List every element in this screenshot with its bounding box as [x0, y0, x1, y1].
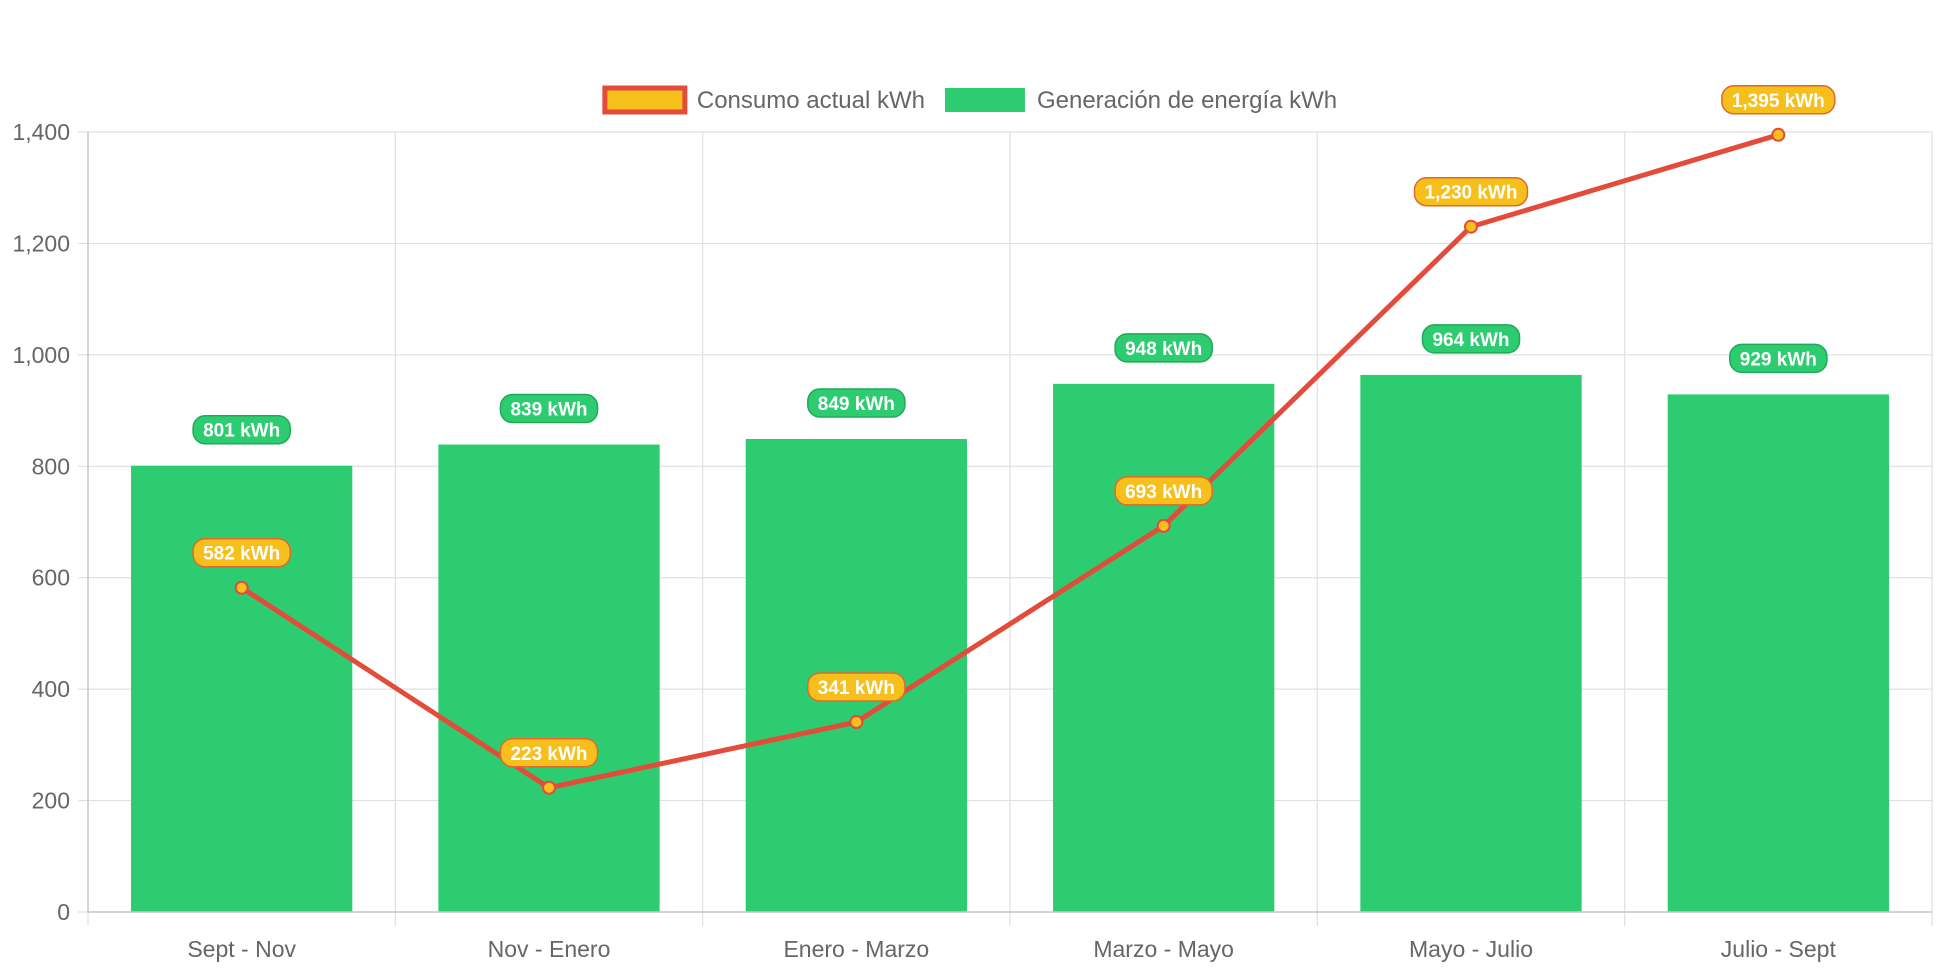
legend-swatch	[944, 88, 1025, 112]
y-tick-label: 0	[57, 899, 70, 925]
consumption-data-label-bg	[192, 537, 291, 568]
generation-bar	[438, 444, 660, 912]
grid	[87, 131, 1933, 926]
consumption-data-label: 341 kWh	[807, 672, 906, 702]
generation-data-label: 929 kWh	[1729, 343, 1828, 374]
y-tick-label: 800	[32, 453, 70, 479]
y-tick-label: 1,200	[12, 230, 70, 256]
consumption-point	[1464, 219, 1478, 234]
y-tick-label: 600	[32, 565, 70, 591]
legend-swatch	[602, 85, 688, 115]
consumption-data-label-text: 223 kWh	[510, 744, 587, 765]
generation-bar	[131, 465, 353, 912]
generation-data-label-bg	[499, 393, 599, 424]
consumption-line	[239, 132, 1781, 791]
generation-data-label: 801 kWh	[192, 414, 291, 445]
consumption-data-label: 223 kWh	[499, 738, 599, 768]
y-tick-label: 400	[32, 676, 70, 702]
generation-data-label-text: 801 kWh	[203, 421, 280, 442]
generation-data-label-bg	[1114, 333, 1213, 363]
legend-label: Generación de energía kWh	[1037, 87, 1337, 114]
x-tick-label: Nov - Enero	[488, 936, 611, 962]
x-tick-label: Enero - Marzo	[783, 936, 929, 962]
consumption-data-label-bg	[1114, 476, 1213, 506]
generation-data-label: 839 kWh	[499, 393, 599, 424]
consumption-point	[1771, 127, 1786, 142]
data-labels: 801 kWh 839 kWh 849 kWh 948 kWh 964 kWh 929 k…	[192, 85, 1836, 768]
generation-data-label-bg	[1421, 324, 1521, 354]
consumption-data-label-text: 582 kWh	[203, 544, 280, 565]
x-tick-label: Mayo - Julio	[1409, 936, 1533, 962]
consumption-data-label-text: 1,395 kWh	[1732, 91, 1825, 112]
generation-data-label-bg	[807, 388, 906, 418]
consumption-data-label-text: 1,230 kWh	[1425, 183, 1518, 204]
consumption-point	[542, 780, 556, 795]
legend-item-generation[interactable]: Generación de energía kWh	[944, 87, 1337, 114]
generation-data-label-text: 964 kWh	[1432, 330, 1509, 351]
generation-data-label-text: 839 kWh	[510, 400, 587, 421]
consumption-data-label-bg	[1721, 85, 1836, 115]
consumption-data-label: 1,230 kWh	[1413, 176, 1529, 207]
consumption-data-label: 1,395 kWh	[1721, 85, 1836, 115]
x-tick-label: Julio - Sept	[1721, 936, 1837, 962]
consumption-data-label-bg	[499, 738, 599, 768]
consumption-line-series	[234, 127, 1786, 795]
consumption-point	[849, 715, 864, 730]
consumption-data-label: 693 kWh	[1114, 476, 1213, 506]
axes: 0 200 400 600 800 1,000 1,200 1,400 Sept - Nov No…	[12, 119, 1932, 962]
generation-data-label-bg	[1729, 343, 1828, 374]
generation-data-label-text: 948 kWh	[1125, 339, 1202, 360]
legend-item-consumption[interactable]: Consumo actual kWh	[602, 85, 925, 115]
consumption-data-label-bg	[807, 672, 906, 702]
y-tick-label: 200	[32, 788, 70, 814]
generation-bar	[1667, 394, 1889, 912]
generation-bar	[1053, 383, 1275, 912]
y-tick-label: 1,400	[12, 119, 70, 145]
consumption-data-label-text: 693 kWh	[1125, 482, 1202, 503]
x-tick-label: Marzo - Mayo	[1093, 936, 1234, 962]
generation-bar	[1360, 374, 1582, 912]
generation-data-label: 948 kWh	[1114, 333, 1213, 363]
consumption-point	[234, 580, 249, 595]
bars	[131, 374, 1889, 912]
consumption-data-label: 582 kWh	[192, 537, 291, 568]
generation-data-label-bg	[192, 414, 291, 445]
consumption-data-label-bg	[1413, 176, 1529, 207]
generation-data-label-text: 929 kWh	[1740, 349, 1817, 370]
x-tick-label: Sept - Nov	[187, 936, 296, 962]
generation-data-label: 849 kWh	[807, 388, 906, 418]
legend-label: Consumo actual kWh	[697, 87, 925, 114]
y-tick-label: 1,000	[12, 342, 70, 368]
generation-data-label: 964 kWh	[1421, 324, 1521, 354]
generation-data-label-text: 849 kWh	[818, 394, 895, 415]
consumption-point	[1156, 518, 1171, 533]
legend: Consumo actual kWh Generación de energía …	[602, 85, 1337, 115]
consumption-data-label-text: 341 kWh	[818, 678, 895, 699]
